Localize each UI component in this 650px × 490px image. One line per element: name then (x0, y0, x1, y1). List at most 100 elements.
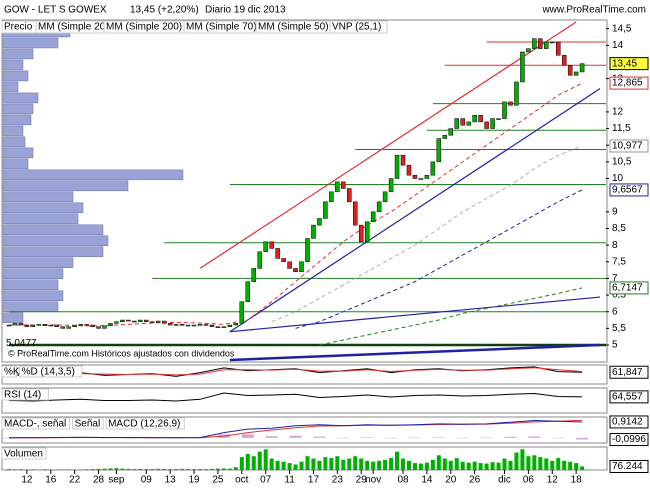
volume-bar (215, 468, 220, 470)
y-tick-label: 12 (612, 107, 624, 118)
volume-bar (162, 468, 167, 470)
candle (161, 320, 167, 324)
candle (102, 325, 107, 329)
candle (430, 161, 436, 176)
volume-bar (406, 460, 411, 470)
candle (358, 224, 364, 243)
indicator-line (8, 392, 583, 402)
histogram-bar (313, 436, 326, 438)
footnote: © ProRealTime.com Históricos ajustados c… (8, 348, 235, 358)
legend-entry: %K (4, 367, 20, 378)
candle (412, 174, 418, 179)
volume-bar (12, 469, 17, 470)
x-tick-label: 11 (284, 475, 295, 486)
candle (305, 238, 310, 263)
x-tick-label: 17 (308, 475, 320, 486)
candle (329, 191, 334, 203)
x-tick-label: 07 (260, 475, 272, 486)
volume-bar (454, 458, 459, 470)
candle (323, 201, 328, 219)
histogram-bar (576, 437, 589, 440)
candle (78, 324, 83, 326)
volume-bar (126, 468, 131, 470)
panel-frame (1, 416, 608, 444)
volume-bar (389, 458, 394, 470)
candle (544, 41, 549, 49)
volume-bar (78, 469, 83, 470)
legend-entry: MACD (12,26,9) (108, 419, 180, 430)
histogram-bar (265, 436, 278, 438)
moving-average (319, 287, 583, 346)
volume-bar (42, 469, 47, 470)
candle (269, 241, 274, 249)
candle (138, 319, 143, 322)
volume-bar (18, 469, 23, 470)
candle (215, 326, 221, 328)
y-tick-label: 14,5 (612, 23, 632, 34)
x-tick-label: 18 (571, 475, 583, 486)
volume-bar (377, 460, 382, 470)
candle (293, 268, 298, 273)
volume-bar (580, 466, 585, 470)
y-tick-label: 6 (612, 306, 618, 317)
candle (72, 324, 77, 327)
volume-bar (401, 458, 406, 470)
volume-bar (174, 469, 179, 470)
chart-subtitle: 13,45 (+2,20%) (130, 5, 199, 16)
candle (126, 319, 131, 322)
volume-profile-bar (2, 48, 34, 60)
volume-bar (502, 458, 507, 470)
volume-bar (448, 460, 453, 470)
histogram-bar (432, 437, 445, 438)
volume-bar (144, 469, 149, 470)
y-tick-label: 7 (612, 273, 618, 284)
histogram-bar (289, 435, 302, 438)
volume-bar (138, 468, 143, 470)
candle (550, 41, 555, 44)
legend-entry: Volumen (4, 449, 43, 460)
volume-bar (66, 469, 71, 470)
candle (203, 324, 209, 326)
legend-box (1, 447, 47, 460)
x-tick-label: 13 (165, 475, 177, 486)
x-tick-label: sep (108, 475, 125, 486)
legend-box (1, 388, 49, 401)
candle (579, 63, 585, 73)
volume-profile-bar (2, 180, 129, 192)
candle (400, 154, 406, 166)
histogram-bar (504, 436, 517, 438)
volume-profile-bar (2, 114, 32, 126)
candle (376, 201, 382, 213)
candle (221, 326, 227, 328)
candle (179, 324, 185, 326)
volume-profile-bar (2, 136, 26, 148)
volume-bar (436, 455, 441, 470)
volume-bar (329, 458, 334, 470)
volume-bar (120, 468, 125, 470)
volume-bar (335, 456, 340, 470)
candle (352, 201, 358, 226)
volume-profile-bar (2, 59, 24, 71)
candle (335, 181, 340, 193)
volume-bar (430, 459, 435, 470)
volume-profile-bar (2, 213, 79, 225)
volume-bar (227, 468, 232, 470)
volume-bar (412, 463, 417, 470)
candle (287, 261, 292, 269)
volume-bar (383, 459, 388, 470)
volume-bar (281, 461, 286, 470)
candle (42, 324, 48, 326)
candle (167, 323, 173, 326)
volume-bar (544, 458, 549, 470)
volume-profile-bar (2, 290, 64, 301)
candle (227, 324, 233, 327)
volume-bar (30, 469, 35, 470)
volume-profile-bar (2, 191, 74, 203)
candle (150, 321, 155, 323)
volume-bar (168, 469, 173, 470)
candle (364, 221, 370, 243)
y-tick-label: 9 (612, 206, 618, 217)
volume-bar (418, 463, 423, 470)
candle (233, 323, 239, 326)
y-tick-label: 11,5 (612, 123, 631, 134)
